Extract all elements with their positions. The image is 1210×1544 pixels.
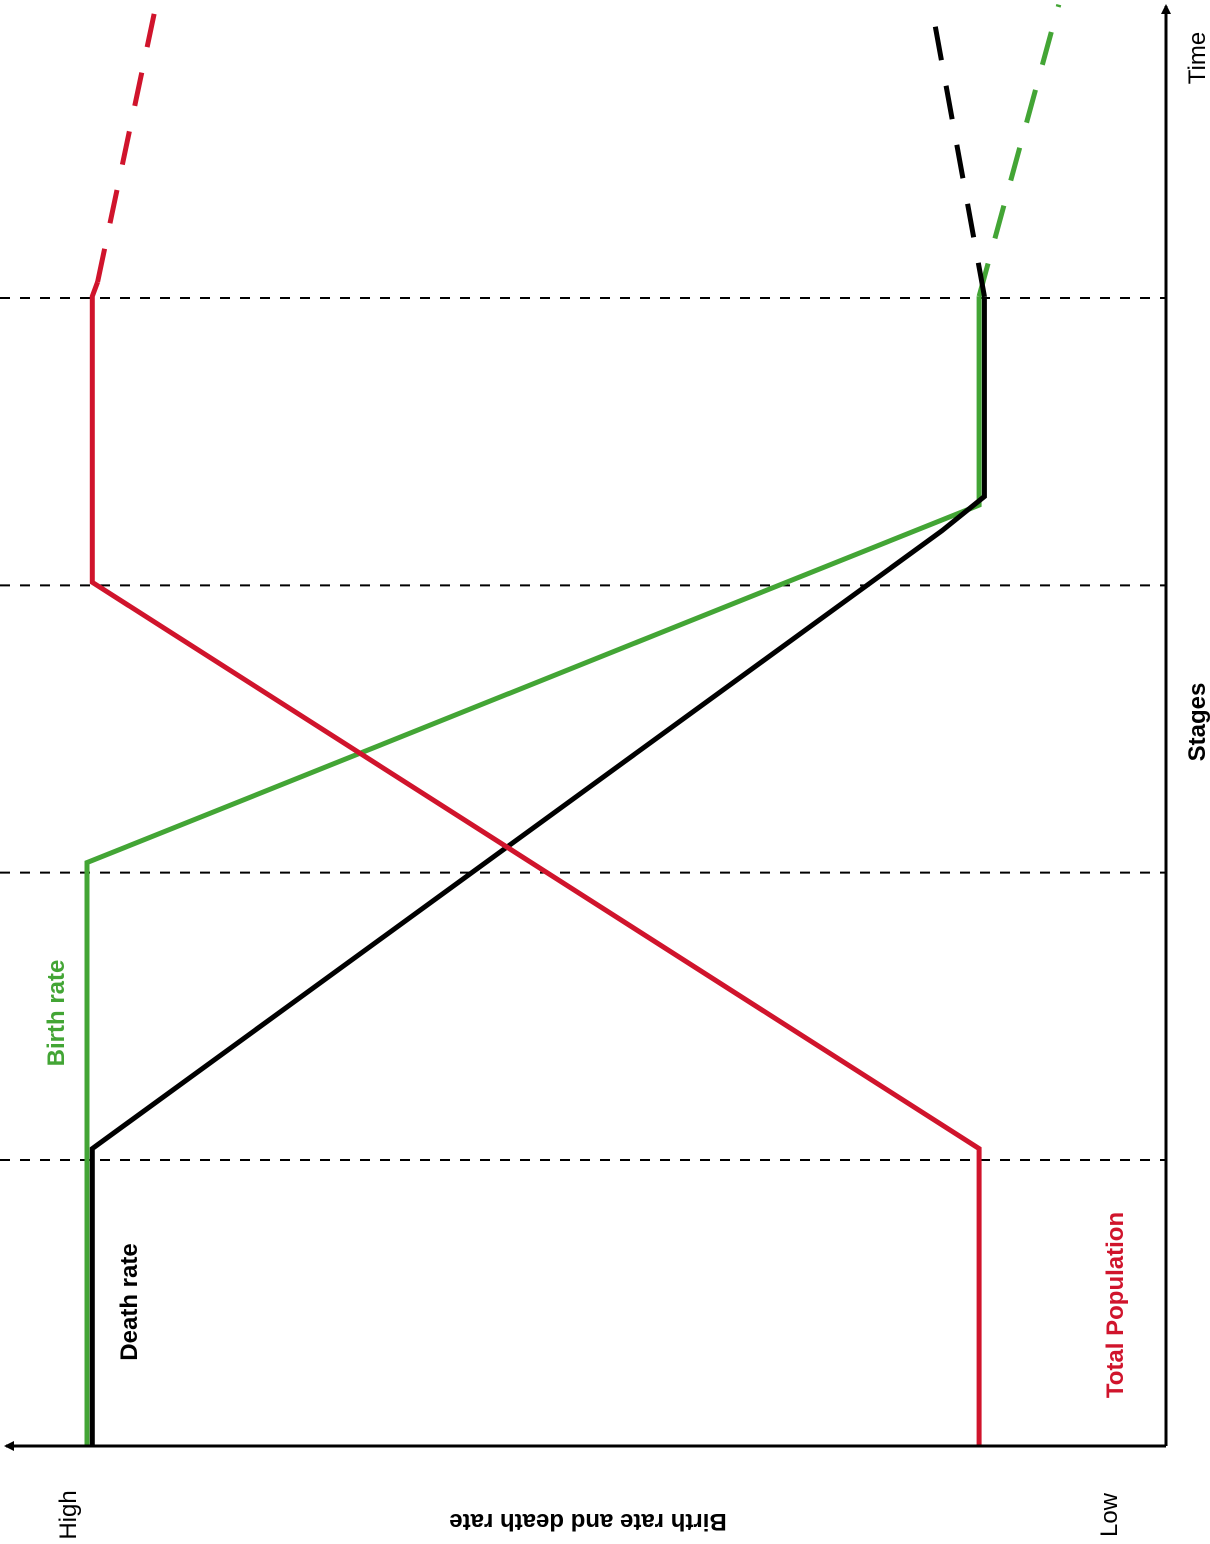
x-axis-label: Stages bbox=[1184, 683, 1210, 762]
total-population-line bbox=[89, 281, 982, 1446]
death-rate-line bbox=[89, 296, 987, 1446]
series-layer bbox=[84, 3, 1062, 1446]
y-high-label: High bbox=[55, 1490, 82, 1539]
birth-rate-line bbox=[84, 296, 982, 1446]
x-axis-end-label: Time bbox=[1184, 32, 1210, 84]
y-low-label: Low bbox=[1096, 1492, 1123, 1537]
birth-rate-label: Birth rate bbox=[43, 960, 70, 1067]
y-axis-label: Birth rate and death rate bbox=[449, 1508, 726, 1535]
death-rate-projection-line bbox=[928, 4, 987, 297]
death-rate-label: Death rate bbox=[116, 1243, 143, 1360]
total-population-projection-line bbox=[95, 4, 159, 283]
birth-rate-projection-line bbox=[976, 3, 1062, 297]
total-population-label: Total Population bbox=[1102, 1212, 1129, 1398]
stage-dividers bbox=[0, 297, 1166, 1161]
